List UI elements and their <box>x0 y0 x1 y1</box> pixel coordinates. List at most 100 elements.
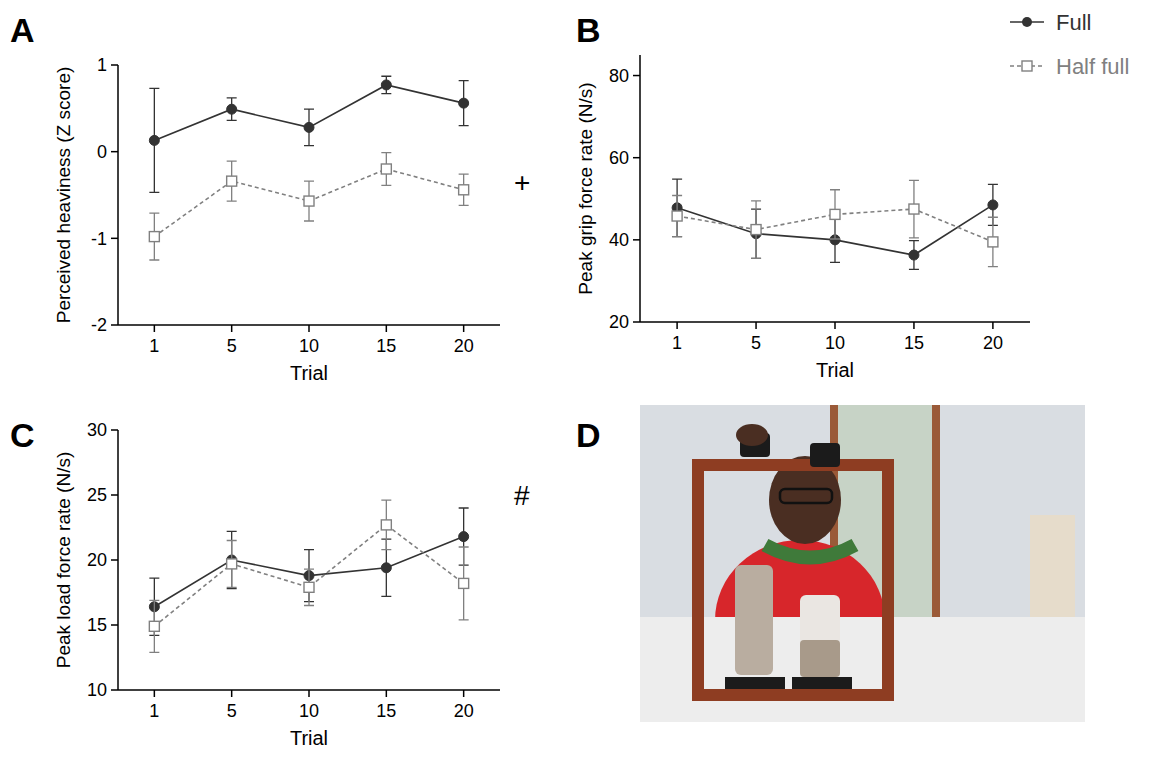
photo-door-frame <box>932 405 940 645</box>
x-tick-label: 15 <box>376 336 396 356</box>
marker <box>988 237 998 247</box>
series-0 <box>149 508 468 635</box>
marker <box>149 621 159 631</box>
y-tick-label: -1 <box>91 229 107 249</box>
panel-0: A-2-10115101520TrialPerceived heaviness … <box>10 11 530 384</box>
y-tick-label: 60 <box>609 148 629 168</box>
x-tick <box>386 690 388 697</box>
error-bar <box>304 109 314 145</box>
error-bar <box>459 81 469 126</box>
x-tick-label: 10 <box>299 701 319 721</box>
x-tick <box>463 325 465 332</box>
series-line <box>154 537 463 607</box>
y-axis-title: Peak load force rate (N/s) <box>53 452 74 668</box>
annotation: + <box>514 167 530 198</box>
x-tick <box>231 690 233 697</box>
photo-panel: D <box>576 405 1085 722</box>
y-tick-label: 40 <box>609 230 629 250</box>
y-tick <box>111 624 118 626</box>
y-tick <box>633 321 640 323</box>
series-0 <box>672 179 998 269</box>
x-tick-label: 10 <box>299 336 319 356</box>
figure: A-2-10115101520TrialPerceived heaviness … <box>0 0 1152 760</box>
marker <box>304 196 314 206</box>
error-bar <box>227 98 237 121</box>
marker <box>672 211 682 221</box>
panel-letter: B <box>576 11 601 49</box>
marker <box>381 164 391 174</box>
error-bar <box>304 569 314 605</box>
series-line <box>154 169 463 237</box>
panel-letter: A <box>10 11 35 49</box>
y-tick <box>111 559 118 561</box>
series-1 <box>672 180 998 266</box>
panel-letter: C <box>10 416 35 454</box>
x-tick-label: 5 <box>751 333 761 353</box>
y-tick <box>111 151 118 153</box>
error-bar <box>459 174 469 205</box>
photo-bottle-fill <box>800 640 840 677</box>
y-tick-label: 1 <box>97 55 107 75</box>
x-tick <box>834 322 836 329</box>
series-line <box>154 525 463 626</box>
photo-glasses <box>780 489 832 503</box>
marker <box>909 204 919 214</box>
photo-hand <box>736 424 768 446</box>
legend-label: Half full <box>1056 54 1129 79</box>
panel-letter: D <box>576 416 601 454</box>
marker <box>227 104 237 114</box>
photo-sensor <box>792 677 852 689</box>
x-tick <box>154 325 156 332</box>
x-tick <box>308 690 310 697</box>
y-tick <box>633 239 640 241</box>
error-bar <box>751 201 761 259</box>
error-bar <box>227 531 237 588</box>
marker <box>830 209 840 219</box>
x-tick-label: 5 <box>227 701 237 721</box>
y-tick-label: -2 <box>91 315 107 335</box>
error-bar <box>909 241 919 270</box>
x-tick <box>386 325 388 332</box>
x-tick-label: 1 <box>672 333 682 353</box>
y-tick-label: 20 <box>609 312 629 332</box>
x-tick <box>231 325 233 332</box>
y-tick-label: 30 <box>87 420 107 440</box>
error-bar <box>227 541 237 588</box>
x-tick <box>463 690 465 697</box>
photo-wall <box>640 405 1085 722</box>
y-tick-label: 10 <box>87 680 107 700</box>
marker <box>751 225 761 235</box>
error-bar <box>381 500 391 549</box>
y-axis-line <box>117 65 119 325</box>
marker <box>381 563 391 573</box>
error-bar <box>149 88 159 192</box>
marker <box>381 80 391 90</box>
x-axis-title: Trial <box>816 359 854 381</box>
marker <box>909 250 919 260</box>
y-tick-label: 0 <box>97 142 107 162</box>
legend-marker <box>1022 17 1032 27</box>
plot-data <box>672 179 998 269</box>
y-tick-label: 20 <box>87 550 107 570</box>
photo-scarf <box>765 545 855 558</box>
photo-handle <box>810 443 840 467</box>
plot-data <box>149 500 468 652</box>
series-line <box>677 209 993 242</box>
x-axis-title: Trial <box>290 727 328 749</box>
y-tick-label: 25 <box>87 485 107 505</box>
marker <box>227 176 237 186</box>
x-tick-label: 15 <box>376 701 396 721</box>
marker <box>304 122 314 132</box>
legend-label: Full <box>1056 10 1091 35</box>
y-tick <box>111 689 118 691</box>
error-bar <box>149 213 159 260</box>
error-bar <box>304 181 314 221</box>
marker <box>304 582 314 592</box>
error-bar <box>988 217 998 266</box>
error-bar <box>830 190 840 239</box>
marker <box>227 559 237 569</box>
marker <box>149 232 159 242</box>
error-bar <box>459 547 469 620</box>
y-tick-label: 15 <box>87 615 107 635</box>
y-axis-title: Peak grip force rate (N/s) <box>575 82 596 294</box>
